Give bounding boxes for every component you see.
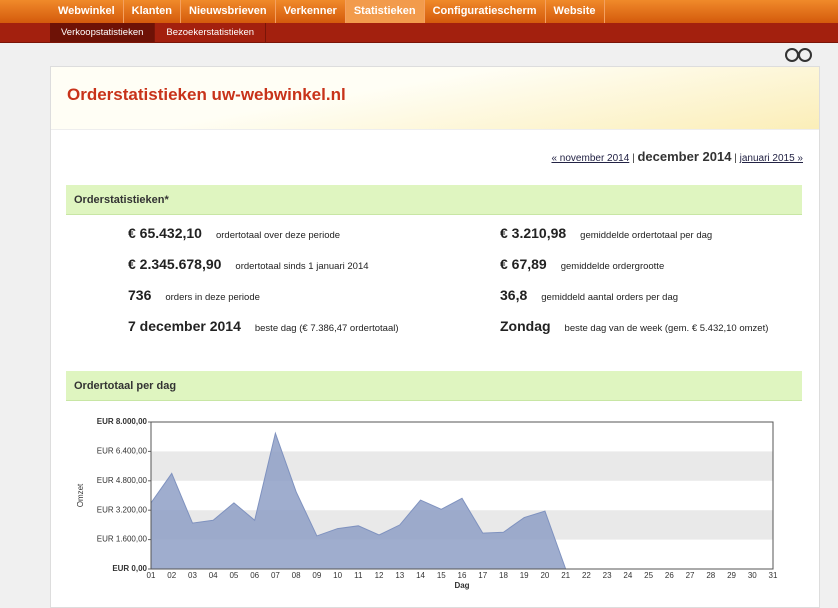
- stat: Zondag beste dag van de week (gem. € 5.43…: [500, 318, 768, 336]
- separator: |: [734, 153, 737, 164]
- stat-value: 36,8: [500, 287, 528, 303]
- section-header: Ordertotaal per dag: [66, 371, 802, 401]
- stat-label: beste dag van de week (gem. € 5.432,10 o…: [564, 323, 769, 334]
- stat-value: € 2.345.678,90: [128, 256, 222, 272]
- sub-nav: Verkoopstatistieken Bezoekerstatistieken: [0, 23, 838, 43]
- nav-item[interactable]: Nieuwsbrieven: [181, 0, 276, 23]
- month-nav: « november 2014 | december 2014 | januar…: [551, 149, 803, 164]
- stat-value: € 65.432,10: [128, 225, 202, 241]
- subnav-item[interactable]: Verkoopstatistieken: [50, 23, 156, 42]
- stat-label: gemiddeld aantal orders per dag: [541, 292, 679, 303]
- stat-value: € 3.210,98: [500, 225, 567, 241]
- current-month: december 2014: [637, 149, 732, 164]
- stat-label: gemiddelde ordergrootte: [560, 261, 665, 272]
- nav-item[interactable]: Statistieken: [345, 0, 425, 23]
- nav-item[interactable]: Configuratiescherm: [425, 0, 546, 23]
- subnav-item[interactable]: Bezoekerstatistieken: [155, 23, 267, 42]
- prev-month[interactable]: « november 2014: [551, 153, 630, 164]
- icon[interactable]: [785, 47, 815, 63]
- stat: 736 orders in deze periode: [128, 287, 260, 305]
- stat: € 65.432,10 ordertotaal over deze periode: [128, 225, 340, 243]
- stat-value: 7 december 2014: [128, 318, 241, 334]
- stat: € 3.210,98 gemiddelde ordertotaal per dag: [500, 225, 712, 243]
- stat-label: orders in deze periode: [165, 292, 260, 303]
- nav-item[interactable]: Website: [546, 0, 605, 23]
- stat-label: beste dag (€ 7.386,47 ordertotaal): [254, 323, 399, 334]
- section-header: Orderstatistieken*: [66, 185, 802, 215]
- stat-label: gemiddelde ordertotaal per dag: [580, 230, 713, 241]
- nav-item[interactable]: Klanten: [124, 0, 181, 23]
- stat-value: € 67,89: [500, 256, 547, 272]
- stat: € 67,89 gemiddelde ordergrootte: [500, 256, 664, 274]
- stat: 36,8 gemiddeld aantal orders per dag: [500, 287, 678, 305]
- header: Orderstatistieken uw-webwinkel.nl: [51, 67, 819, 130]
- stat-value: Zondag: [500, 318, 551, 334]
- icons: [785, 47, 815, 66]
- stat: € 2.345.678,90 ordertotaal sinds 1 januar…: [128, 256, 369, 274]
- title: Orderstatistieken uw-webwinkel.nl: [67, 85, 346, 104]
- nav-item[interactable]: Webwinkel: [50, 0, 124, 23]
- stat-value: 736: [128, 287, 152, 303]
- stat: 7 december 2014 beste dag (€ 7.386,47 ord…: [128, 318, 399, 336]
- next-month[interactable]: januari 2015 »: [739, 153, 803, 164]
- main-nav: Webwinkel Klanten Nieuwsbrieven Verkenner St…: [0, 0, 838, 23]
- stat-label: ordertotaal over deze periode: [215, 230, 341, 241]
- panel: Orderstatistieken uw-webwinkel.nl « nove…: [50, 66, 820, 608]
- separator: |: [632, 153, 635, 164]
- stat-label: ordertotaal sinds 1 januari 2014: [235, 261, 369, 272]
- nav-item[interactable]: Verkenner: [276, 0, 346, 23]
